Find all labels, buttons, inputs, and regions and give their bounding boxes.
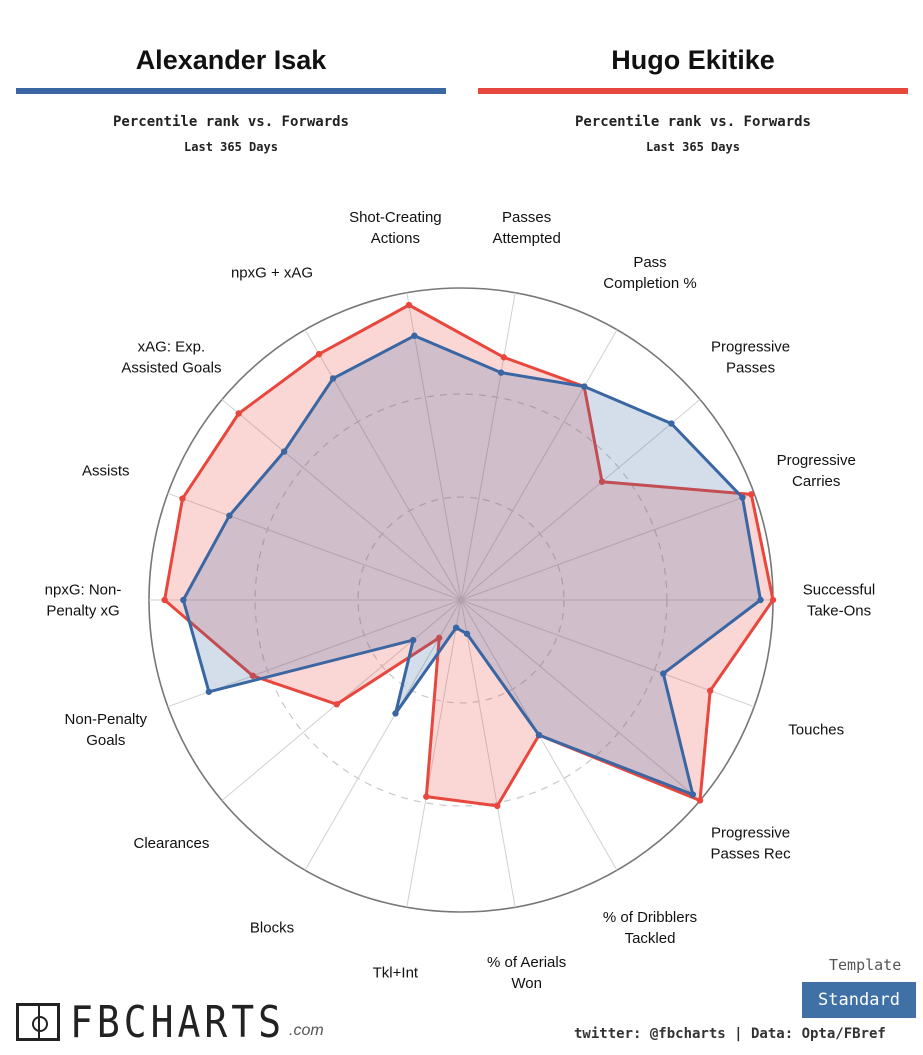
axis-label: Progressive Carries <box>777 452 856 490</box>
axis-label: Blocks <box>250 919 294 936</box>
axis-label: Non-Penalty Goals <box>65 711 148 749</box>
data-point-hugo-ekitike <box>405 301 413 309</box>
axis-label: xAG: Exp. Assisted Goals <box>121 339 221 377</box>
pitch-icon <box>16 1003 60 1041</box>
data-point-alexander-isak <box>660 670 667 677</box>
data-point-alexander-isak <box>205 688 213 695</box>
data-point-hugo-ekitike <box>333 701 340 708</box>
fbcharts-logo: FBCHARTS .com <box>16 997 324 1047</box>
data-point-alexander-isak <box>180 596 187 604</box>
data-point-alexander-isak <box>689 791 697 798</box>
template-selector[interactable]: Standard <box>802 982 916 1018</box>
data-point-alexander-isak <box>226 512 233 519</box>
radar-axis-labels: Passes Attempted Pass Completion % Progressi… <box>45 209 876 992</box>
player-name-right: Hugo Ekitike <box>611 45 775 75</box>
radar-series <box>161 301 777 810</box>
data-point-alexander-isak <box>463 630 471 637</box>
data-point-hugo-ekitike <box>423 793 430 800</box>
template-label: Template <box>829 956 902 974</box>
radar-chart: Passes Attempted Pass Completion % Progressi… <box>45 209 876 992</box>
data-point-alexander-isak <box>668 420 675 427</box>
axis-label: Progressive Passes <box>711 339 790 377</box>
spoke-line <box>406 292 462 601</box>
player-color-bar-left <box>16 88 446 94</box>
player-name-left: Alexander Isak <box>135 45 327 75</box>
data-point-alexander-isak <box>535 731 543 739</box>
data-point-hugo-ekitike <box>249 672 257 679</box>
data-point-hugo-ekitike <box>179 495 186 502</box>
subtitle-left: Percentile rank vs. Forwards <box>112 114 349 130</box>
spoke-line <box>460 599 516 908</box>
data-point-alexander-isak <box>392 710 399 717</box>
axis-label: Assists <box>82 463 130 480</box>
data-point-hugo-ekitike <box>769 596 777 604</box>
data-point-hugo-ekitike <box>161 596 168 604</box>
spoke-line <box>460 492 755 601</box>
axis-label: Clearances <box>133 835 209 852</box>
subtitle-right: Percentile rank vs. Forwards <box>574 114 811 130</box>
axis-label: Tkl+Int <box>373 964 419 981</box>
logo-suffix: .com <box>289 1022 324 1039</box>
data-point-hugo-ekitike <box>696 797 704 804</box>
spoke-line <box>304 329 462 601</box>
data-point-alexander-isak <box>757 596 764 604</box>
axis-label: npxG + xAG <box>231 265 313 282</box>
axis-label: Shot-Creating Actions <box>349 209 442 247</box>
data-point-hugo-ekitike <box>598 478 606 485</box>
data-point-hugo-ekitike <box>315 350 323 358</box>
data-point-alexander-isak <box>739 494 746 501</box>
period-left: Last 365 Days <box>184 140 278 154</box>
data-point-alexander-isak <box>581 383 588 390</box>
logo-text: FBCHARTS <box>70 996 286 1048</box>
player-header-right: Hugo Ekitike Percentile rank vs. Forward… <box>478 38 908 154</box>
data-point-alexander-isak <box>411 332 418 339</box>
axis-label: npxG: Non-Penalty xG <box>45 582 122 620</box>
axis-label: Passes Attempted <box>492 209 560 247</box>
axis-label: Successful Take-Ons <box>803 582 876 620</box>
spoke-line <box>460 329 618 601</box>
player-color-bar-right <box>478 88 908 94</box>
spoke-line <box>221 399 462 601</box>
data-point-alexander-isak <box>497 369 505 376</box>
axis-label: Pass Completion % <box>603 254 696 292</box>
spoke-line <box>406 599 462 908</box>
data-point-alexander-isak <box>452 624 460 631</box>
player-header-left: Alexander Isak Percentile rank vs. Forwa… <box>16 38 446 154</box>
data-point-hugo-ekitike <box>748 491 755 498</box>
data-point-alexander-isak <box>409 636 417 644</box>
spoke-line <box>167 492 462 601</box>
period-right: Last 365 Days <box>646 140 740 154</box>
data-point-hugo-ekitike <box>435 634 443 642</box>
data-point-hugo-ekitike <box>500 354 508 361</box>
data-point-hugo-ekitike <box>494 802 501 810</box>
spoke-line <box>460 599 701 801</box>
data-point-alexander-isak <box>329 375 337 382</box>
axis-label: Touches <box>788 721 844 738</box>
axis-label: % of Aerials Won <box>487 954 566 992</box>
data-point-hugo-ekitike <box>235 410 242 417</box>
spoke-line <box>304 599 462 871</box>
credit-text: twitter: @fbcharts | Data: Opta/FBref <box>574 1026 886 1042</box>
spoke-line <box>460 599 755 708</box>
data-point-hugo-ekitike <box>707 687 714 694</box>
axis-label: % of Dribblers Tackled <box>603 909 697 947</box>
spoke-line <box>460 292 516 601</box>
data-point-alexander-isak <box>280 448 288 455</box>
spoke-line <box>460 399 701 601</box>
axis-label: Progressive Passes Rec <box>711 824 792 862</box>
